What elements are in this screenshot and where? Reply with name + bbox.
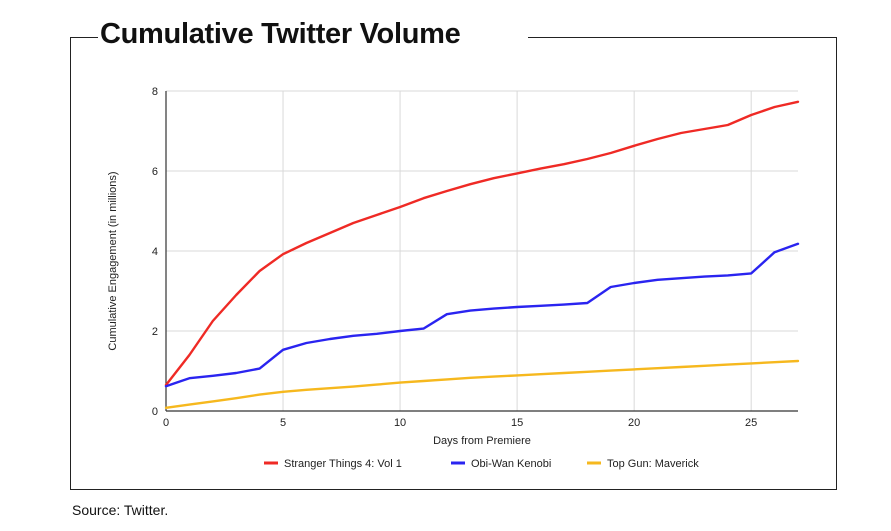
y-tick-label: 0: [152, 406, 158, 418]
frame-border-left: [70, 37, 71, 489]
y-axis-title: Cumulative Engagement (in millions): [107, 171, 119, 350]
legend-label: Stranger Things 4: Vol 1: [284, 458, 402, 470]
x-tick-label: 10: [394, 417, 406, 429]
gridlines: [165, 90, 798, 412]
frame-border-right: [836, 37, 837, 489]
series-line-1: [164, 100, 800, 387]
y-tick-label: 4: [152, 246, 158, 258]
frame-border-top-left: [70, 37, 98, 38]
series-lines: [164, 100, 800, 409]
x-tick-label: 20: [628, 417, 640, 429]
y-tick-label: 2: [152, 326, 158, 338]
legend-label: Obi-Wan Kenobi: [471, 458, 551, 470]
axes: 0 2 4 6 8 0 5 10 15 20 25 Days from Premiere Cumulat…: [107, 86, 798, 447]
frame-border-bottom: [70, 489, 837, 490]
legend-label: Top Gun: Maverick: [607, 458, 699, 470]
x-tick-label: 15: [511, 417, 523, 429]
x-axis-title: Days from Premiere: [433, 435, 531, 447]
chart-title: Cumulative Twitter Volume: [100, 18, 461, 50]
x-tick-label: 0: [163, 417, 169, 429]
series-line-2: [164, 242, 800, 388]
source-note: Source: Twitter.: [72, 502, 169, 518]
x-tick-label: 25: [745, 417, 757, 429]
x-tick-label: 5: [280, 417, 286, 429]
y-tick-label: 6: [152, 166, 158, 178]
series-line-3: [164, 359, 800, 409]
legend: Stranger Things 4: Vol 1 Obi-Wan Kenobi To…: [264, 458, 699, 470]
y-tick-label: 8: [152, 86, 158, 98]
frame-border-top-right: [528, 37, 836, 38]
